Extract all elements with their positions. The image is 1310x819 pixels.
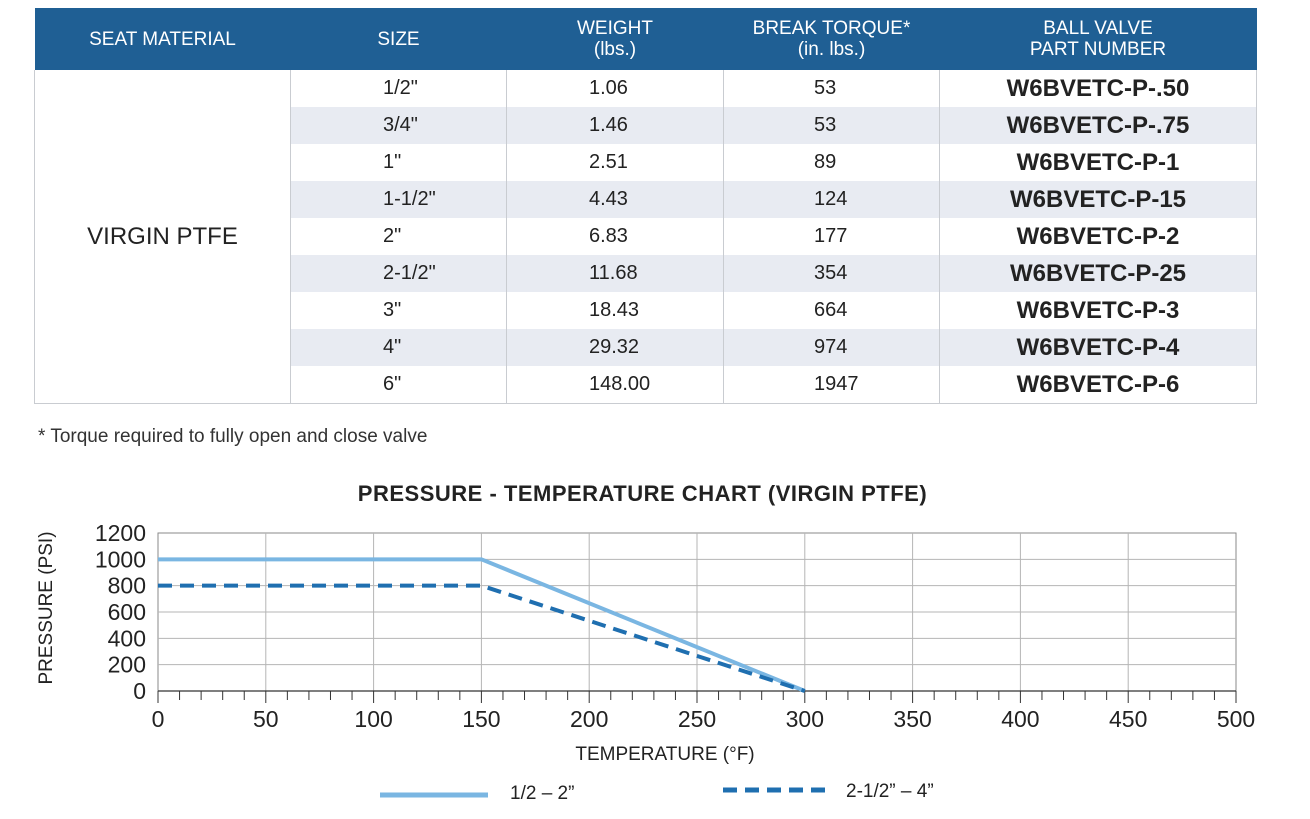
part-number-cell: W6BVETC-P-15 [939,181,1257,218]
series-line-1 [158,583,806,693]
torque-cell: 124 [723,181,940,218]
x-tick-label: 350 [893,706,931,732]
part-number-cell: W6BVETC-P-4 [939,329,1257,366]
header-weight: WEIGHT (lbs.) [506,8,724,70]
header-part-label-2: PART NUMBER [1029,39,1167,60]
header-row: SEAT MATERIAL SIZE WEIGHT (lbs.) BREAK T… [34,8,1257,70]
x-tick-label: 200 [570,706,608,732]
weight-cell: 1.06 [506,70,724,107]
chart-title: PRESSURE - TEMPERATURE CHART (VIRGIN PTF… [357,481,928,506]
torque-cell: 53 [723,70,940,107]
weight-cell: 11.68 [506,255,724,292]
x-tick-label: 400 [1001,706,1039,732]
header-weight-label: WEIGHT [577,18,653,39]
torque-cell: 664 [723,292,940,329]
x-tick-label: 250 [678,706,716,732]
header-weight-unit: (lbs.) [593,39,637,60]
table-row: 6" 148.00 1947 W6BVETC-P-6 [35,366,1257,404]
weight-cell: 4.43 [506,181,724,218]
weight-cell: 29.32 [506,329,724,366]
y-tick-label: 1000 [95,546,146,572]
x-axis-label: TEMPERATURE (°F) [575,744,754,765]
size-cell: 3/4" [290,107,507,144]
table-row: 3" 18.43 664 W6BVETC-P-3 [35,292,1257,329]
y-axis-label: PRESSURE (PSI) [36,531,57,684]
weight-cell: 2.51 [506,144,724,181]
table-row: 1" 2.51 89 W6BVETC-P-1 [35,144,1257,181]
legend-label-large-sizes: 2-1/2” – 4” [846,781,934,802]
torque-cell: 89 [723,144,940,181]
size-cell: 1/2" [290,70,507,107]
size-cell: 2" [290,218,507,255]
y-tick-label: 400 [108,625,146,651]
weight-cell: 1.46 [506,107,724,144]
header-part-label: BALL VALVE [1043,18,1153,39]
table-row: VIRGIN PTFE 1/2" 1.06 53 W6BVETC-P-.50 [34,70,1257,404]
part-number-cell: W6BVETC-P-1 [939,144,1257,181]
x-tick-label: 150 [462,706,500,732]
table-row: 4" 29.32 974 W6BVETC-P-4 [35,329,1257,366]
spec-table: SEAT MATERIAL SIZE WEIGHT (lbs.) BREAK T… [34,8,1257,404]
header-torque-unit: (in. lbs.) [797,39,866,60]
table-row: 1-1/2" 4.43 124 W6BVETC-P-15 [35,181,1257,218]
x-tick-label: 500 [1217,706,1255,732]
y-tick-label: 0 [133,678,146,704]
size-cell: 2-1/2" [290,255,507,292]
weight-cell: 18.43 [506,292,724,329]
size-cell: 6" [290,366,507,404]
header-torque: BREAK TORQUE* (in. lbs.) [723,8,940,70]
weight-cell: 6.83 [506,218,724,255]
header-seat-material: SEAT MATERIAL [34,8,291,70]
x-tick-label: 300 [786,706,824,732]
torque-cell: 354 [723,255,940,292]
y-tick-label: 800 [108,573,146,599]
header-size: SIZE [290,8,507,70]
torque-cell: 177 [723,218,940,255]
size-cell: 4" [290,329,507,366]
y-tick-label: 200 [108,652,146,678]
part-number-cell: W6BVETC-P-3 [939,292,1257,329]
size-cell: 1-1/2" [290,181,507,218]
footnote: * Torque required to fully open and clos… [38,426,428,447]
x-tick-label: 0 [152,706,165,732]
seat-material-cell: VIRGIN PTFE [34,70,291,404]
size-cell: 3" [290,292,507,329]
table-row: 2-1/2" 11.68 354 W6BVETC-P-25 [35,255,1257,292]
size-cell: 1" [290,144,507,181]
part-number-cell: W6BVETC-P-2 [939,218,1257,255]
part-number-cell: W6BVETC-P-25 [939,255,1257,292]
part-number-cell: W6BVETC-P-.75 [939,107,1257,144]
x-tick-label: 100 [354,706,392,732]
part-number-cell: W6BVETC-P-6 [939,366,1257,404]
torque-cell: 1947 [723,366,940,404]
header-torque-label: BREAK TORQUE* [752,18,911,39]
header-part-number: BALL VALVE PART NUMBER [939,8,1257,70]
y-tick-label: 600 [108,599,146,625]
table-row: 3/4" 1.46 53 W6BVETC-P-.75 [35,107,1257,144]
x-tick-label: 450 [1109,706,1147,732]
part-number-cell: W6BVETC-P-.50 [939,70,1257,107]
x-tick-label: 50 [253,706,279,732]
legend-label-small-sizes: 1/2 – 2” [510,783,575,804]
y-tick-label: 1200 [95,520,146,546]
torque-cell: 53 [723,107,940,144]
weight-cell: 148.00 [506,366,724,404]
torque-cell: 974 [723,329,940,366]
table-row: 2" 6.83 177 W6BVETC-P-2 [35,218,1257,255]
